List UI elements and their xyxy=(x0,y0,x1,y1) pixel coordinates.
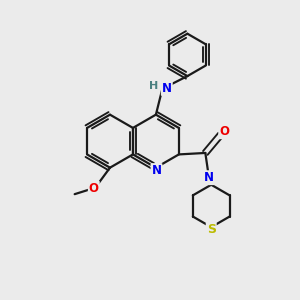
Text: N: N xyxy=(152,164,161,177)
Text: N: N xyxy=(162,82,172,95)
Text: N: N xyxy=(204,171,214,184)
Text: S: S xyxy=(207,223,216,236)
Text: O: O xyxy=(219,125,229,138)
Text: O: O xyxy=(89,182,99,195)
Text: H: H xyxy=(149,81,159,92)
